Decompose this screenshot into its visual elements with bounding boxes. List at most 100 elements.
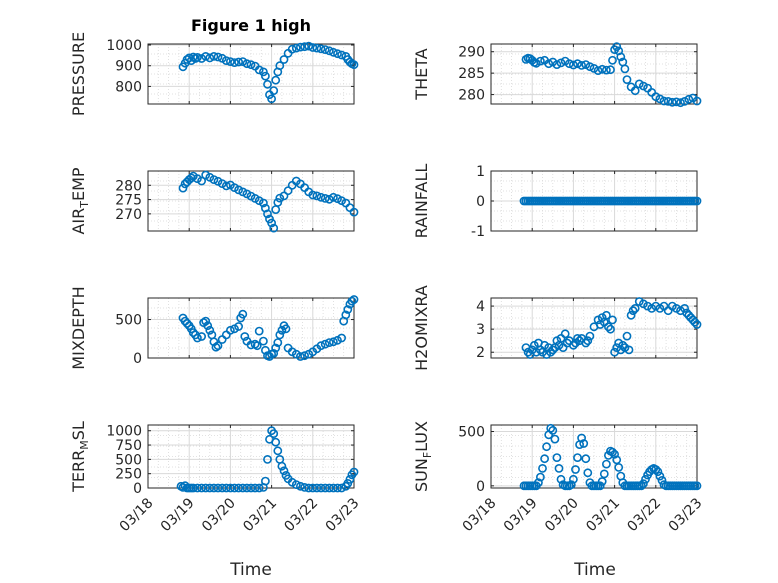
data-point <box>205 53 215 63</box>
x-tick-label: 03/20 <box>542 495 582 535</box>
data-point <box>252 341 262 351</box>
data-point <box>534 478 543 487</box>
data-point <box>667 97 677 107</box>
data-point <box>316 192 326 202</box>
y-axis-label: H2OMIXRA <box>412 285 431 371</box>
data-point <box>234 322 243 331</box>
data-point <box>337 50 346 60</box>
data-point <box>554 463 564 473</box>
data-point <box>221 181 231 191</box>
y-tick-label: 500 <box>458 425 485 441</box>
data-point <box>225 57 235 66</box>
x-tick-label: 03/23 <box>666 495 706 535</box>
y-tick-label: 500 <box>115 313 142 329</box>
x-tick-label: 03/21 <box>583 495 623 535</box>
data-point <box>606 65 615 75</box>
data-point <box>639 81 648 91</box>
data-point <box>269 86 279 95</box>
y-tick-label: 900 <box>115 59 142 75</box>
data-point <box>349 60 359 70</box>
y-tick-label: 1000 <box>106 38 142 54</box>
data-point <box>628 306 638 316</box>
data-point <box>624 345 634 355</box>
data-point <box>275 330 285 340</box>
data-point <box>283 186 293 196</box>
data-point <box>300 351 309 361</box>
data-point <box>320 339 330 349</box>
y-tick-label: -1 <box>471 224 485 240</box>
y-axis-label: SUNFLUX <box>412 421 434 492</box>
data-point <box>583 468 593 478</box>
data-point <box>221 330 231 340</box>
x-tick-label: 03/20 <box>199 495 239 535</box>
data-point <box>608 447 617 457</box>
data-point <box>192 53 202 62</box>
y-tick-label: 280 <box>458 88 485 104</box>
data-point <box>209 175 219 184</box>
data-point <box>556 474 566 484</box>
data-point <box>606 324 615 334</box>
data-point <box>692 96 702 106</box>
data-point <box>676 98 685 108</box>
data-point <box>197 332 206 341</box>
data-point <box>291 480 301 489</box>
data-point <box>267 218 276 228</box>
data-point <box>205 483 215 493</box>
data-point <box>585 62 595 72</box>
data-point <box>250 483 260 493</box>
data-point <box>542 442 551 452</box>
data-point <box>324 194 334 204</box>
data-point <box>295 352 305 361</box>
data-point <box>281 324 291 334</box>
y-tick-label: 270 <box>115 207 142 223</box>
x-tick-label: 03/18 <box>460 495 500 535</box>
data-point <box>279 55 289 64</box>
data-point <box>271 205 281 214</box>
data-point <box>620 64 630 74</box>
data-point <box>279 191 289 201</box>
data-point <box>213 341 223 351</box>
data-point <box>680 303 689 313</box>
data-point <box>279 466 289 476</box>
data-point <box>602 310 611 320</box>
data-point <box>349 295 359 304</box>
data-point <box>637 481 646 491</box>
data-point <box>197 176 206 186</box>
data-point <box>260 71 270 81</box>
data-point <box>655 471 665 481</box>
data-point <box>571 465 580 474</box>
data-point <box>312 483 322 493</box>
data-point <box>254 65 264 75</box>
data-point <box>316 483 326 493</box>
data-point <box>197 483 206 493</box>
y-axis-label: PRESSURE <box>69 32 88 116</box>
data-point <box>201 316 211 326</box>
data-point <box>345 203 355 212</box>
data-point <box>304 41 314 51</box>
data-point <box>690 317 700 327</box>
y-tick-label: 0 <box>133 351 142 367</box>
data-point <box>538 463 547 473</box>
data-point <box>178 183 188 193</box>
data-point <box>653 467 663 477</box>
data-point <box>618 340 628 350</box>
data-point <box>556 58 566 68</box>
data-point <box>263 454 272 464</box>
data-point <box>324 483 334 493</box>
data-point <box>178 482 188 492</box>
data-point <box>612 42 622 51</box>
data-point <box>267 94 276 104</box>
data-point <box>641 474 650 484</box>
data-point <box>308 43 318 52</box>
data-point <box>349 207 359 217</box>
data-point <box>205 325 215 335</box>
x-tick-label: 03/23 <box>323 495 363 535</box>
x-tick-label: 03/19 <box>501 495 541 535</box>
y-tick-label: 750 <box>115 438 142 454</box>
data-point <box>585 331 595 341</box>
data-point <box>188 483 198 493</box>
data-point <box>242 59 252 69</box>
data-point <box>254 483 264 493</box>
data-point <box>630 303 640 313</box>
